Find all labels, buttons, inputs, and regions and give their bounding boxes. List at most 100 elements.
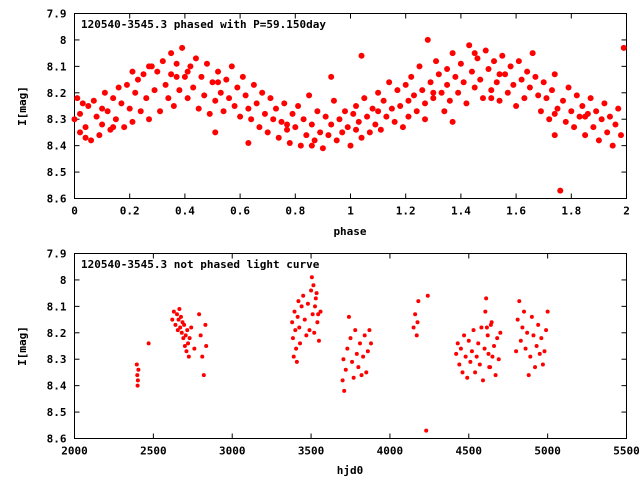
light-curve-x-tick-label-3: 3500 [298,445,325,458]
phased-point [308,121,315,128]
phased-point [336,116,343,123]
phased-point [162,81,169,88]
phased-point [615,105,622,112]
light-curve-point [203,322,208,327]
light-curve-point [520,325,525,330]
phased-point [493,79,500,86]
phased-point [297,142,304,149]
phased-point [176,87,183,94]
phased-point [446,97,453,104]
phased-point [289,110,296,117]
light-curve-chart: 2000 2500 3000 3500 4000 4500 5000 5500 7.9 8 8.1… [16,248,640,478]
phased-point [399,124,406,131]
light-curve-point [425,293,430,298]
phased-point [513,103,520,109]
phased-point [540,79,547,86]
light-curve-point [201,373,206,378]
light-curve-point [310,312,315,317]
phased-point [515,58,522,65]
phased-point [146,116,153,123]
phased-point [300,116,307,123]
phased-point [281,100,288,107]
phased-point [394,87,401,94]
light-curve-point [136,367,141,372]
phased-point [419,87,426,94]
phased-point [612,121,619,128]
phased-point [524,68,531,75]
light-curve-point [170,317,175,322]
phased-point [231,103,238,109]
phased-point [168,71,175,78]
light-curve-point [485,333,490,338]
phased-point [157,108,164,115]
phased-point [170,103,177,109]
phased-point [187,63,194,70]
light-curve-point [528,354,533,359]
phased-point [242,92,249,99]
phased-point [118,100,125,107]
phased-point [416,63,423,70]
light-curve-point [536,322,541,327]
light-curve-point [465,375,470,380]
phased-point [526,84,533,91]
phased-point [422,116,429,123]
phased-point [355,118,362,125]
light-curve-point [458,346,463,351]
phased-point [215,68,222,75]
phased-point [576,113,583,120]
phased-x-tick-labels: 0 0.2 0.4 0.6 0.8 1 1.2 1.4 1.6 1.8 2 [71,205,630,218]
phased-point [286,140,293,146]
phased-point [184,95,191,102]
phased-point [468,68,475,75]
phased-x-tick-label-9: 1.8 [561,205,581,218]
phased-point [129,68,136,75]
light-curve-point [146,341,151,346]
light-curve-point [484,296,489,301]
phased-point [358,52,365,59]
phased-point [339,129,346,136]
phased-point [90,97,97,104]
light-curve-point [294,346,299,351]
phased-x-tick-label-6: 1.2 [396,205,416,218]
light-curve-point [204,344,209,348]
phased-x-tick-label-0: 0 [71,205,78,218]
light-curve-point [413,312,418,317]
phased-point [295,103,302,109]
light-curve-point [313,296,318,301]
phased-point [217,89,224,96]
phased-point [604,129,611,136]
phased-point [435,71,442,78]
light-curve-point [416,299,421,304]
light-curve-point [189,325,194,330]
phased-points [71,36,627,194]
phased-point [430,95,437,102]
phased-point [173,60,180,67]
phased-point [449,50,456,57]
phased-point [239,73,246,80]
light-curve-point [295,314,300,319]
phased-point [123,81,130,88]
phased-point [71,116,78,123]
light-curve-point [186,354,191,359]
light-curve-point [312,330,317,335]
phased-ticks [74,13,627,199]
light-curve-point [179,330,184,335]
phased-point [444,81,451,88]
light-curve-point [537,351,542,356]
light-curve-point [477,362,482,367]
light-curve-y-tick-label-2: 8.1 [47,300,67,313]
phased-y-axis-label: I[mag] [16,86,29,126]
phased-point [485,66,492,72]
light-curve-point [185,328,190,333]
light-curve-point [314,291,319,296]
light-curve-point [305,301,310,306]
light-curve-point [479,325,484,330]
light-curve-point [369,341,374,346]
phased-point [532,73,539,80]
phased-point [184,68,191,75]
light-curve-point [496,357,501,362]
light-curve-point [482,346,487,351]
phased-point [308,142,315,149]
light-curve-point [350,359,355,364]
light-curve-y-tick-label-4: 8.3 [47,353,67,366]
